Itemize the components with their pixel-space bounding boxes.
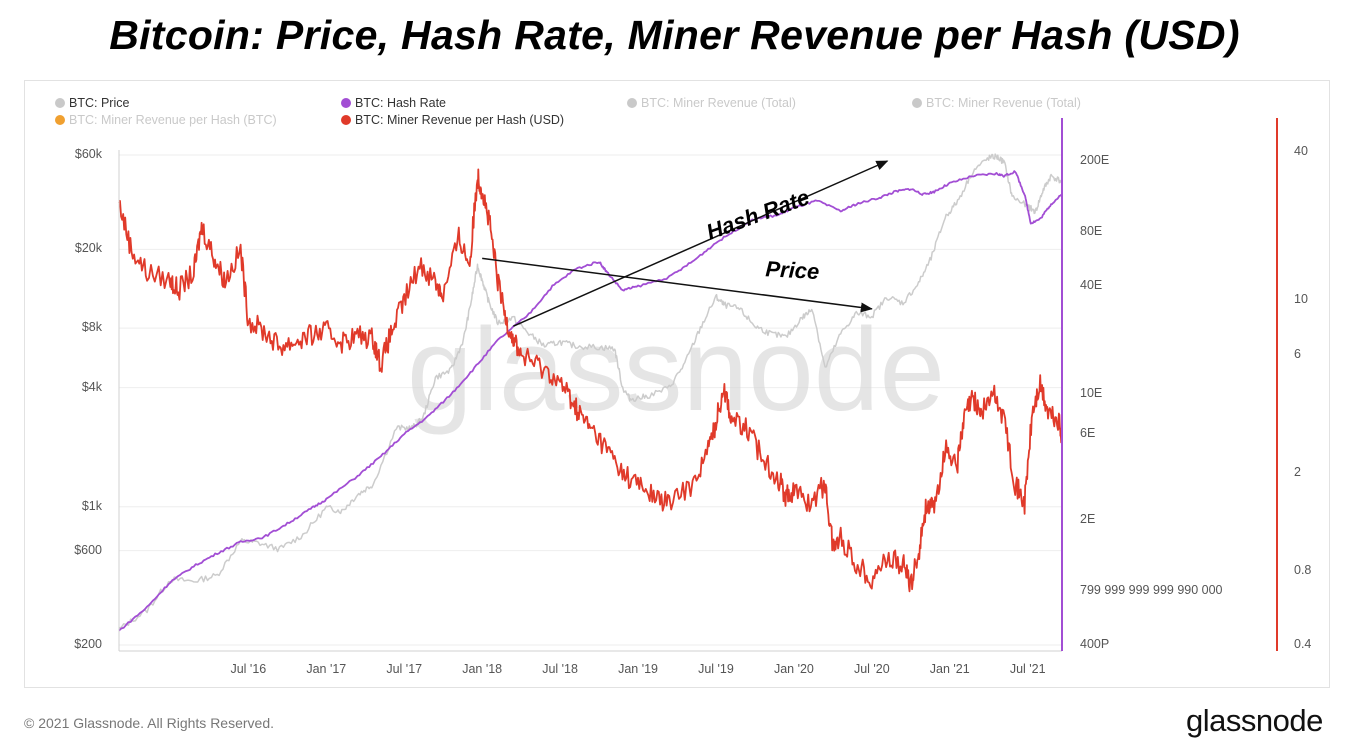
y-left-tick-label: $60k xyxy=(74,147,102,161)
x-tick-label: Jan '18 xyxy=(462,662,503,676)
hash-rate-annotation-label: Hash Rate xyxy=(703,184,813,244)
copyright: © 2021 Glassnode. All Rights Reserved. xyxy=(24,715,275,731)
x-tick-label: Jul '20 xyxy=(853,662,890,676)
legend-item-revenue-per-hash-usd[interactable]: BTC: Miner Revenue per Hash (USD) xyxy=(341,113,564,127)
y-right1-tick-label: 6E xyxy=(1080,426,1096,441)
x-tick-label: Jan '21 xyxy=(929,662,970,676)
y-left-tick-label: $4k xyxy=(81,379,102,394)
y-right1-tick-label: 799 999 999 999 990 000 xyxy=(1080,583,1223,598)
chart-panel xyxy=(24,80,1330,688)
y-left-tick-label: $600 xyxy=(74,542,102,557)
x-tick-label: Jul '16 xyxy=(230,662,267,676)
gridlines xyxy=(119,154,1062,646)
legend-dot-icon xyxy=(55,98,65,108)
y-right1-tick-label: 400P xyxy=(1080,637,1110,651)
y-left-tick-label: $20k xyxy=(74,241,102,256)
y-left-tick-label: $8k xyxy=(81,320,102,335)
y-right1-tick-label: 40E xyxy=(1080,278,1103,293)
series-line-btc-hash-rate xyxy=(118,170,1063,632)
y-left-tick-label: $200 xyxy=(74,637,102,651)
x-tick-label: Jan '19 xyxy=(618,662,658,676)
series-line-btc-price xyxy=(118,153,1063,629)
chart-title: Bitcoin: Price, Hash Rate, Miner Revenue… xyxy=(109,12,1240,58)
axes-layer xyxy=(118,118,1278,652)
legend-dot-icon xyxy=(55,115,65,125)
y-right1-tick-label: 10E xyxy=(1080,386,1103,401)
legend-item-miner-revenue-total-2[interactable]: BTC: Miner Revenue (Total) xyxy=(912,96,1081,110)
legend-dot-icon xyxy=(912,98,922,108)
x-tick-label: Jan '17 xyxy=(306,662,347,676)
y-left-tick-label: $1k xyxy=(81,498,102,513)
series-line-btc-miner-revenue-per-hash-usd- xyxy=(118,168,1063,593)
legend-dot-icon xyxy=(341,115,351,125)
legend-item-price[interactable]: BTC: Price xyxy=(55,96,129,110)
y-right2-tick-label: 6 xyxy=(1294,347,1301,362)
x-tick-label: Jul '19 xyxy=(698,662,734,676)
y-right2-tick-label: 0.8 xyxy=(1294,562,1312,577)
y-right2-tick-label: 40 xyxy=(1294,144,1308,158)
price-annotation-label: Price xyxy=(765,256,820,284)
legend-dot-icon xyxy=(341,98,351,108)
y-right1-tick-label: 2E xyxy=(1080,511,1096,526)
legend-item-miner-revenue-total[interactable]: BTC: Miner Revenue (Total) xyxy=(627,96,796,110)
y-right2-tick-label: 2 xyxy=(1294,464,1301,479)
x-tick-label: Jul '18 xyxy=(542,662,578,676)
series-layer xyxy=(118,153,1063,632)
y-right2-tick-label: 10 xyxy=(1294,292,1308,307)
y-right1-tick-label: 200E xyxy=(1080,153,1110,167)
x-tick-label: Jul '21 xyxy=(1009,662,1046,676)
legend-dot-icon xyxy=(627,98,637,108)
y-right1-tick-label: 80E xyxy=(1080,224,1103,239)
brand-logo: glassnode xyxy=(1186,703,1323,738)
y-right2-tick-label: 0.4 xyxy=(1294,637,1312,651)
legend-item-revenue-per-hash-btc[interactable]: BTC: Miner Revenue per Hash (BTC) xyxy=(55,113,277,127)
annotation-layer: Hash Rate Price xyxy=(482,160,889,327)
watermark: glassnode xyxy=(407,304,945,436)
x-tick-label: Jul '17 xyxy=(386,662,423,676)
price-arrow xyxy=(482,257,873,313)
hash-rate-arrow xyxy=(513,160,889,327)
x-tick-label: Jan '20 xyxy=(773,662,814,676)
legend-item-hash-rate[interactable]: BTC: Hash Rate xyxy=(341,96,446,110)
